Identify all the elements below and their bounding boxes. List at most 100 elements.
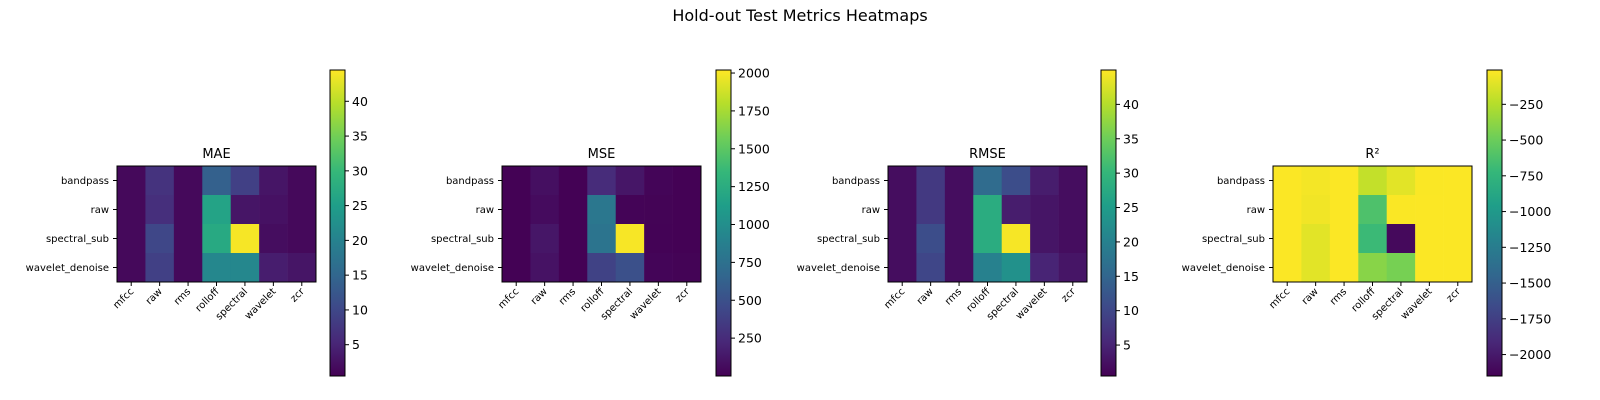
heatmap-cell [173,195,203,225]
y-tick-label: bandpass [832,176,880,187]
y-tick-label: wavelet_denoise [1182,263,1265,274]
x-tick-label: raw [529,286,550,307]
colorbar-tick-label: 15 [352,268,368,283]
heatmap-cell [558,195,588,225]
heatmap-cell [1001,166,1031,196]
heatmap-cell [173,224,203,254]
heatmap-cell [973,195,1003,225]
colorbar-tick-label: 25 [352,198,368,213]
heatmap-panel-3: RMSE bandpass raw spectral_sub wavelet_denoi… [797,69,1139,377]
heatmap-cell [1358,224,1388,254]
heatmap-cell [672,224,702,254]
heatmap-cell [530,166,560,196]
heatmap-cell [530,195,560,225]
heatmap-cell [973,224,1003,254]
heatmap-cell [615,166,645,196]
heatmap-cell [1030,253,1059,283]
colorbar [715,69,732,377]
heatmap-cell [1358,195,1388,225]
heatmap-cell [1358,253,1388,283]
heatmap-cell [944,195,974,225]
heatmap-cell [202,166,232,196]
heatmap-cell [1443,166,1473,196]
heatmap-cell [1030,195,1059,225]
y-tick-label: spectral_sub [1202,234,1265,245]
heatmap-cell [672,253,702,283]
panel-title: R² [1365,147,1379,162]
heatmap-cell [944,224,974,254]
heatmap-cell [117,166,146,196]
colorbar-tick-label: 500 [738,293,762,308]
heatmap-cell [888,253,917,283]
heatmap-cell [1273,195,1302,225]
y-tick-label: bandpass [61,176,109,187]
heatmap-cell [259,166,288,196]
heatmap-cell [672,166,702,196]
heatmap-cell [672,195,702,225]
x-tick-label: zcr [1445,286,1464,305]
heatmap-cell [530,224,560,254]
heatmap-cell [1386,253,1416,283]
heatmap-cell [1273,224,1302,254]
colorbar-tick-label: −500 [1509,133,1543,148]
heatmap-cell [615,253,645,283]
colorbar-tick-label: 40 [352,94,368,109]
heatmap-cell [1329,166,1359,196]
heatmap-cell [973,253,1003,283]
heatmap-cell [587,195,617,225]
y-tick-label: spectral_sub [817,234,880,245]
heatmap-cell [145,195,175,225]
colorbar-tick-label: 10 [1123,303,1139,318]
heatmap-panel-1: MAE bandpass raw spectral_sub wavelet_denois… [26,69,368,377]
heatmap-cell [644,224,673,254]
x-tick-label: mfcc [496,286,521,311]
colorbar-tick-label: −250 [1509,97,1543,112]
heatmap-cell [202,195,232,225]
heatmap-panel-2: MSE bandpass raw spectral_sub wavelet_denois… [411,66,770,377]
colorbar-tick-label: 35 [1123,131,1139,146]
heatmap-cell [888,195,917,225]
heatmap-cell [173,253,203,283]
x-tick-label: rms [557,286,578,307]
heatmap-cell [888,166,917,196]
x-tick-label: zcr [1060,286,1079,305]
colorbar-tick-label: −750 [1509,168,1543,183]
x-tick-label: zcr [289,286,308,305]
heatmap-cell [1386,166,1416,196]
heatmap-cell [1443,195,1473,225]
x-tick-label: wavelet [1014,286,1050,322]
colorbar-tick-label: −1000 [1509,204,1551,219]
heatmap-cell [1030,224,1059,254]
heatmap-cell [888,224,917,254]
heatmap-cell [944,166,974,196]
colorbar-tick-label: 10 [352,302,368,317]
heatmap-cell [1443,224,1473,254]
x-tick-label: raw [915,286,936,307]
heatmap-cell [1415,166,1444,196]
heatmap-cell [287,195,317,225]
colorbar-tick-label: 20 [352,233,368,248]
y-tick-label: bandpass [1217,176,1265,187]
heatmap-cell [1058,195,1088,225]
colorbar-tick-label: 1500 [738,141,770,156]
heatmap-cell [644,253,673,283]
x-tick-label: mfcc [882,286,907,311]
heatmap-cell [230,195,260,225]
heatmap-cell [916,166,946,196]
heatmap-cell [502,224,531,254]
colorbar-tick-label: 250 [738,331,762,346]
heatmap-cell [1386,195,1416,225]
heatmap-cell [1058,224,1088,254]
x-tick-label: raw [144,286,165,307]
x-tick-label: mfcc [111,286,136,311]
heatmap-cell [230,224,260,254]
heatmap-cell [944,253,974,283]
colorbar-tick-label: −1250 [1509,240,1551,255]
heatmap-cell [1273,166,1302,196]
y-tick-label: raw [91,205,109,216]
heatmap-cell [1058,253,1088,283]
colorbar-tick-label: 20 [1123,234,1139,249]
figure-title: Hold-out Test Metrics Heatmaps [672,6,928,25]
heatmap-cell [587,253,617,283]
y-tick-label: raw [862,205,880,216]
